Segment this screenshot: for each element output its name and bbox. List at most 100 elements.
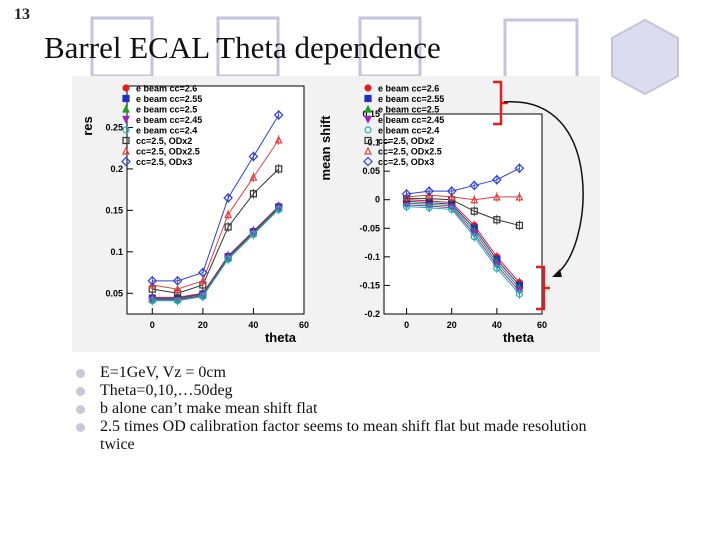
data-point <box>249 172 258 181</box>
data-point <box>515 192 524 201</box>
data-point <box>514 163 525 174</box>
data-point <box>249 230 258 239</box>
data-point <box>492 174 502 185</box>
legend-marker <box>122 146 130 155</box>
red-bracket-bottom <box>536 265 550 311</box>
series-line <box>406 194 520 201</box>
series-line <box>152 209 280 302</box>
y-tick-label: -0.1 <box>364 252 380 262</box>
data-point <box>224 210 233 219</box>
arrow-head <box>552 269 562 277</box>
x-tick-label: 40 <box>492 320 502 330</box>
legend-label: e beam cc=2.5 <box>378 105 439 115</box>
data-point <box>493 264 501 272</box>
series-line <box>406 200 520 286</box>
legend-label: cc=2.5, ODx2.5 <box>378 147 442 157</box>
bullet-dot <box>76 405 85 414</box>
bullet-dot <box>76 369 85 378</box>
data-point <box>199 292 207 301</box>
y-tick-label: 0.1 <box>367 138 380 148</box>
data-point <box>172 275 183 286</box>
data-point <box>223 193 233 203</box>
x-tick-label: 60 <box>299 320 309 330</box>
res-panel: 0 20 40 60 0.05 0.1 0.15 0.2 0.25 theta res e beam … <box>80 84 309 346</box>
y-tick-label: 0.05 <box>362 166 380 176</box>
y-tick-label: -0.2 <box>364 309 380 319</box>
series-line <box>406 202 520 289</box>
deco-square-4 <box>503 18 579 84</box>
legend-label: e beam cc=2.6 <box>378 84 439 94</box>
legend-label: e beam cc=2.55 <box>136 94 202 104</box>
data-point <box>470 195 479 204</box>
x-tick-label: 20 <box>447 320 457 330</box>
data-point <box>469 180 480 191</box>
legend-label: cc=2.5, ODx3 <box>378 157 434 167</box>
bullet-text: b alone can’t make mean shift flat <box>100 400 318 417</box>
legend-label: e beam cc=2.6 <box>136 84 197 94</box>
series-line <box>406 204 520 292</box>
data-point <box>446 186 457 196</box>
data-point <box>275 205 283 214</box>
legend-marker <box>364 146 372 155</box>
legend-marker <box>364 136 372 145</box>
red-bracket-top <box>493 80 508 126</box>
data-point <box>224 255 232 263</box>
series-line <box>406 206 520 295</box>
bullet-item: b alone can’t make mean shift flat <box>76 400 596 418</box>
legend-marker <box>122 136 130 145</box>
data-point <box>425 204 433 212</box>
data-point <box>248 151 259 162</box>
data-point <box>173 284 182 293</box>
legend-marker <box>364 126 372 134</box>
legend-marker <box>121 156 131 167</box>
y-tick-label: 0.2 <box>110 164 123 174</box>
x-tick-label: 0 <box>150 320 155 330</box>
bullet-item: E=1GeV, Vz = 0cm <box>76 364 596 382</box>
x-tick-label: 0 <box>404 320 409 330</box>
x-tick-label: 40 <box>248 320 258 330</box>
legend-label: cc=2.5, ODx2 <box>378 136 434 146</box>
legend-label: cc=2.5, ODx3 <box>136 157 192 167</box>
data-point <box>148 297 156 305</box>
legend-label: cc=2.5, ODx2.5 <box>136 147 200 157</box>
bullet-text: E=1GeV, Vz = 0cm <box>100 364 226 381</box>
data-point <box>424 186 434 196</box>
data-point <box>224 223 232 231</box>
data-point <box>425 190 434 199</box>
legend-label: e beam cc=2.4 <box>378 126 439 136</box>
legend-marker <box>122 115 130 124</box>
legend-marker <box>364 104 372 113</box>
bullet-dot <box>76 387 85 396</box>
data-point <box>147 275 158 286</box>
legend-label: cc=2.5, ODx2 <box>136 136 192 146</box>
x-tick-label: 20 <box>198 320 208 330</box>
legend-label: e beam cc=2.45 <box>378 115 444 125</box>
slide-number: 13 <box>14 6 30 23</box>
data-point <box>493 216 501 224</box>
data-point <box>198 267 208 278</box>
data-point <box>249 190 258 198</box>
y-axis-label: mean shift <box>318 115 333 181</box>
bullet-item: 2.5 times OD calibration factor seems to… <box>76 418 596 454</box>
data-point <box>492 192 501 201</box>
y-tick-label: -0.15 <box>359 280 380 290</box>
slide-title: Barrel ECAL Theta dependence <box>44 30 441 65</box>
legend-marker <box>122 104 130 113</box>
y-axis-label: res <box>80 116 95 136</box>
legend-marker <box>363 156 373 167</box>
x-tick-label: 60 <box>537 320 547 330</box>
legend-marker <box>122 94 130 103</box>
data-point <box>448 205 456 214</box>
y-tick-label: -0.05 <box>359 223 380 233</box>
legend-label: e beam cc=2.55 <box>378 94 444 104</box>
data-point <box>274 135 283 144</box>
data-point <box>148 280 157 289</box>
annotation-arrow <box>503 101 584 275</box>
data-point <box>198 276 207 285</box>
series-line <box>152 168 280 294</box>
deco-hexagon <box>611 18 679 96</box>
bullet-list: E=1GeV, Vz = 0cm Theta=0,10,…50deg b alo… <box>76 364 596 454</box>
legend-marker <box>122 84 130 92</box>
x-axis-label: theta <box>503 330 535 345</box>
series-line <box>152 139 280 290</box>
